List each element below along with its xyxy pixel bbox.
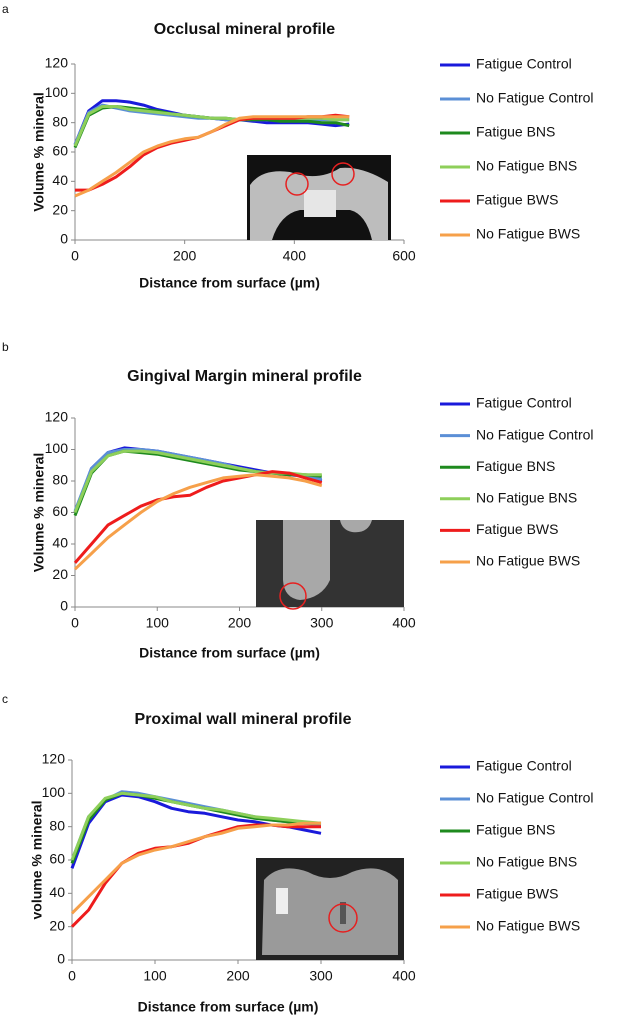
y-tick-label: 40	[52, 535, 68, 551]
y-tick-label: 100	[42, 784, 66, 800]
y-axis-label: Volume % mineral	[31, 92, 47, 212]
x-tick-label: 100	[143, 968, 167, 984]
chart-title: Proximal wall mineral profile	[135, 711, 352, 728]
x-tick-label: 300	[309, 968, 333, 984]
x-tick-label: 200	[226, 968, 250, 984]
legend-label: Fatigue BNS	[476, 458, 555, 474]
y-tick-label: 120	[45, 55, 69, 71]
legend-label: Fatigue BNS	[476, 124, 555, 140]
panel-label: a	[2, 2, 9, 16]
series-line	[73, 448, 323, 512]
chart-title: Gingival Margin mineral profile	[127, 368, 362, 385]
series-line	[73, 105, 350, 147]
legend-label: No Fatigue BNS	[476, 158, 577, 174]
series-line	[73, 470, 323, 564]
chart: c Proximal wall mineral profile Distance f…	[2, 692, 594, 1015]
x-tick-label: 600	[392, 248, 416, 264]
inset-image	[256, 858, 404, 960]
y-tick-label: 60	[49, 851, 65, 867]
chart: b Gingival Margin mineral profile Distance…	[2, 340, 594, 661]
y-tick-label: 60	[52, 143, 68, 159]
x-tick-label: 400	[392, 968, 416, 984]
y-tick-label: 40	[52, 172, 68, 188]
x-axis-label: Distance from surface (µm)	[139, 645, 320, 661]
legend-label: Fatigue Control	[476, 758, 572, 774]
legend-label: No Fatigue Control	[476, 90, 594, 106]
legend-label: No Fatigue BWS	[476, 553, 580, 569]
y-tick-label: 120	[45, 409, 69, 425]
x-tick-label: 100	[146, 615, 170, 631]
legend-label: No Fatigue BWS	[476, 918, 580, 934]
legend-label: Fatigue Control	[476, 395, 572, 411]
inset-image	[247, 155, 391, 240]
x-tick-label: 200	[173, 248, 197, 264]
y-tick-label: 20	[49, 917, 65, 933]
x-tick-label: 400	[283, 248, 307, 264]
panel-label: c	[2, 692, 8, 706]
x-tick-label: 0	[68, 968, 76, 984]
x-tick-label: 0	[71, 248, 79, 264]
series-line	[74, 115, 350, 198]
y-tick-label: 120	[42, 751, 66, 767]
y-tick-label: 0	[57, 951, 65, 967]
legend-label: No Fatigue Control	[476, 790, 594, 806]
y-tick-label: 20	[52, 201, 68, 217]
legend-label: Fatigue Control	[476, 56, 572, 72]
legend-label: No Fatigue Control	[476, 426, 594, 442]
legend-label: Fatigue BWS	[476, 886, 558, 902]
x-axis-label: Distance from surface (µm)	[138, 999, 319, 1015]
series-line	[73, 449, 322, 514]
legend-label: Fatigue BWS	[476, 192, 558, 208]
y-tick-label: 80	[52, 472, 68, 488]
y-tick-label: 40	[49, 884, 65, 900]
chart-title: Occlusal mineral profile	[154, 21, 336, 38]
x-axis-label: Distance from surface (µm)	[139, 275, 320, 291]
y-tick-label: 60	[52, 503, 68, 519]
legend-label: Fatigue BNS	[476, 822, 555, 838]
y-tick-label: 80	[52, 113, 68, 129]
series-line	[70, 791, 322, 861]
panel-label: b	[2, 340, 9, 354]
y-tick-label: 80	[49, 817, 65, 833]
y-tick-label: 0	[60, 231, 68, 247]
y-tick-label: 20	[52, 566, 68, 582]
legend-label: No Fatigue BNS	[476, 490, 577, 506]
chart: a Occlusal mineral profile Distance from s…	[2, 2, 594, 291]
x-tick-label: 300	[310, 615, 334, 631]
series-line	[73, 103, 350, 146]
series-line	[70, 821, 321, 915]
x-tick-label: 0	[71, 615, 79, 631]
x-tick-label: 400	[392, 615, 416, 631]
y-axis-label: volume % mineral	[29, 800, 45, 919]
y-tick-label: 0	[60, 598, 68, 614]
legend-label: No Fatigue BWS	[476, 226, 580, 242]
series-line	[73, 473, 323, 571]
inset-image	[256, 520, 404, 610]
legend-label: Fatigue BWS	[476, 521, 558, 537]
y-tick-label: 100	[45, 440, 69, 456]
y-axis-label: Volume % mineral	[31, 453, 47, 573]
x-tick-label: 200	[228, 615, 252, 631]
y-tick-label: 100	[45, 84, 69, 100]
legend-label: No Fatigue BNS	[476, 854, 577, 870]
series-line	[73, 105, 350, 149]
